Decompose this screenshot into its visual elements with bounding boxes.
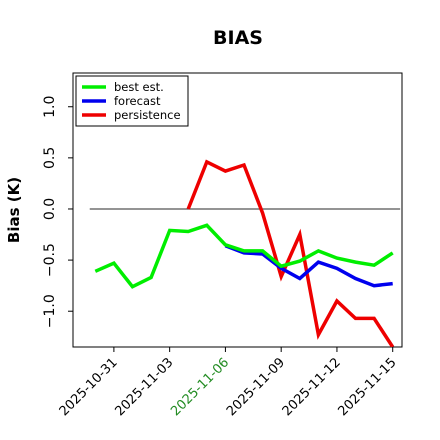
series-line-persistence (186, 159, 395, 347)
legend-entry-label: persistence (114, 108, 181, 122)
x-tick-label: 2025-10-31 (57, 355, 121, 419)
y-tick-label: 0.0 (42, 198, 58, 220)
x-tick-label: 2025-11-09 (224, 355, 288, 419)
series-line-best-est (94, 223, 394, 289)
x-tick-label: 2025-11-06 (168, 355, 232, 419)
series-line-forecast (224, 244, 393, 288)
chart-title: BIAS (213, 27, 263, 49)
y-tick-label: 1.0 (42, 96, 58, 118)
x-tick-label: 2025-11-12 (280, 355, 344, 419)
y-tick-label: 0.5 (42, 147, 58, 169)
y-tick-label: −1.0 (42, 294, 58, 328)
legend-entry-label: best est. (114, 80, 164, 94)
x-tick-label: 2025-11-03 (112, 355, 176, 419)
y-axis-label: Bias (K) (5, 177, 23, 243)
legend-entry-label: forecast (114, 94, 161, 108)
y-tick-label: −0.5 (42, 243, 58, 277)
x-tick-label: 2025-11-15 (335, 355, 399, 419)
plot-area (72, 72, 403, 348)
